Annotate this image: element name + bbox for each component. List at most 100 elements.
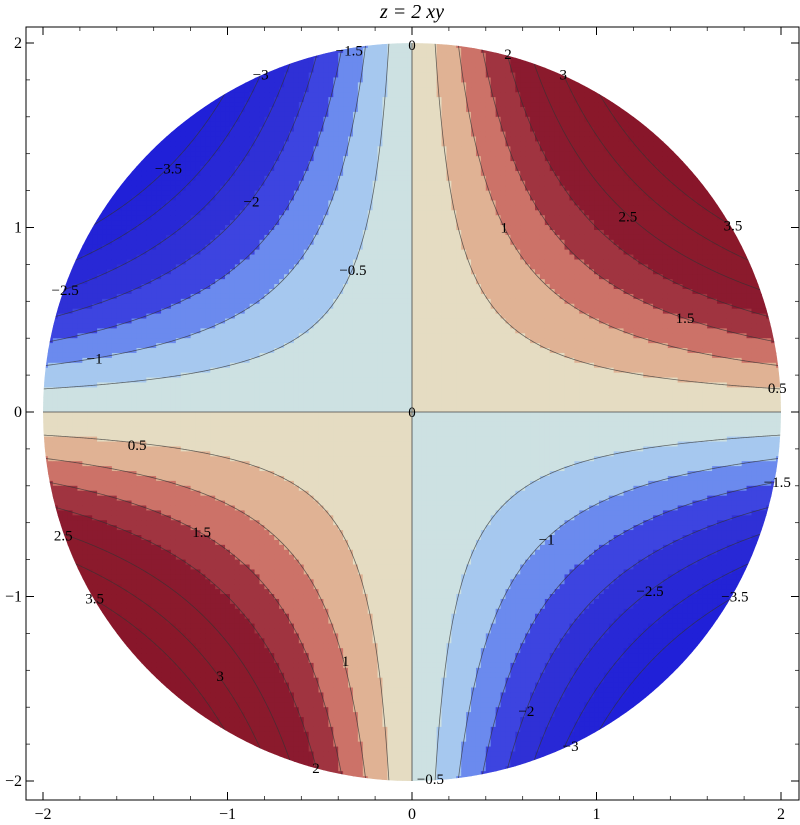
contour-cell <box>126 249 133 256</box>
contour-cell <box>116 451 123 457</box>
contour-cell <box>57 505 64 511</box>
contour-cell <box>180 672 187 679</box>
contour-cell <box>121 362 128 369</box>
contour-cell <box>170 608 177 615</box>
contour-cell <box>72 328 79 334</box>
contour-cell <box>244 234 251 241</box>
contour-cell <box>225 480 231 487</box>
contour-cell <box>67 515 74 521</box>
contour-cell <box>82 382 88 388</box>
contour-cell <box>72 475 79 482</box>
contour-cell <box>274 431 280 438</box>
contour-cell <box>170 264 177 270</box>
contour-cell <box>274 505 280 511</box>
contour-cell <box>249 279 256 285</box>
contour-cell <box>180 505 187 511</box>
contour-cell <box>52 436 59 443</box>
contour-cell <box>269 254 275 261</box>
contour-cell <box>161 392 167 398</box>
contour-cell <box>269 667 275 674</box>
contour-cell <box>82 451 88 457</box>
contour-cell <box>67 397 74 403</box>
contour-cell <box>264 421 270 428</box>
contour-cell <box>87 229 93 236</box>
contour-cell <box>234 210 241 216</box>
contour-cell <box>220 298 226 305</box>
contour-cell <box>47 421 54 428</box>
contour-cell <box>274 402 280 408</box>
contour-cell <box>254 352 261 359</box>
contour-cell <box>190 687 197 694</box>
contour-cell <box>274 111 280 118</box>
contour-cell <box>111 480 118 487</box>
contour-cell <box>166 574 172 580</box>
contour-cell <box>249 618 256 625</box>
contour-cell <box>254 461 261 467</box>
contour-cell <box>229 303 236 310</box>
contour-cell <box>220 205 226 211</box>
contour-cell <box>72 357 79 364</box>
contour-cell <box>43 412 49 418</box>
contour-cell <box>67 377 74 384</box>
contour-cell <box>52 456 59 462</box>
contour-cell <box>229 269 236 275</box>
contour-cell <box>146 367 152 374</box>
contour-cell <box>126 421 133 428</box>
contour-cell <box>126 441 133 448</box>
contour-cell <box>166 249 172 256</box>
contour-cell <box>121 603 128 610</box>
contour-cell <box>254 323 261 329</box>
contour-cell <box>210 387 216 393</box>
contour-cell <box>220 225 226 231</box>
contour-cell <box>215 525 221 531</box>
contour-cell <box>200 589 206 595</box>
contour-cell <box>195 480 202 487</box>
contour-cell <box>229 559 236 566</box>
contour-cell <box>131 175 138 182</box>
contour-cell <box>151 185 157 192</box>
contour-cell <box>269 106 275 113</box>
contour-cell <box>116 416 123 423</box>
contour-cell <box>234 362 241 369</box>
contour-cell <box>269 308 275 315</box>
contour-cell <box>141 412 147 418</box>
contour-cell <box>249 131 256 138</box>
contour-cell <box>77 446 83 452</box>
contour-cell <box>200 279 206 285</box>
contour-cell <box>141 480 147 487</box>
contour-cell <box>111 338 118 344</box>
contour-cell <box>62 357 69 364</box>
contour-cell <box>151 352 157 359</box>
contour-cell <box>215 166 221 172</box>
contour-cell <box>141 284 147 290</box>
contour-cell <box>190 549 197 556</box>
contour-cell <box>215 269 221 275</box>
contour-cell <box>234 200 241 206</box>
contour-cell <box>175 692 182 698</box>
contour-cell <box>180 146 187 152</box>
contour-cell <box>249 190 256 197</box>
contour-cell <box>205 269 211 275</box>
contour-cell <box>205 466 211 472</box>
contour-cell <box>166 210 172 216</box>
contour-cell <box>141 475 147 482</box>
contour-cell <box>259 146 265 152</box>
contour-cell <box>156 397 162 403</box>
contour-cell <box>274 254 280 261</box>
contour-cell <box>111 530 118 536</box>
contour-cell <box>156 544 162 551</box>
contour-cell <box>215 298 221 305</box>
contour-cell <box>161 151 167 157</box>
contour-cell <box>166 220 172 226</box>
contour-cell <box>156 667 162 674</box>
contour-cell <box>161 131 167 138</box>
contour-cell <box>220 456 226 462</box>
contour-cell <box>244 717 251 723</box>
contour-cell <box>47 387 54 393</box>
contour-cell <box>225 126 231 133</box>
contour-cell <box>239 175 246 182</box>
contour-cell <box>141 549 147 556</box>
contour-cell <box>92 485 98 492</box>
contour-cell <box>274 333 280 339</box>
contour-cell <box>195 535 202 541</box>
